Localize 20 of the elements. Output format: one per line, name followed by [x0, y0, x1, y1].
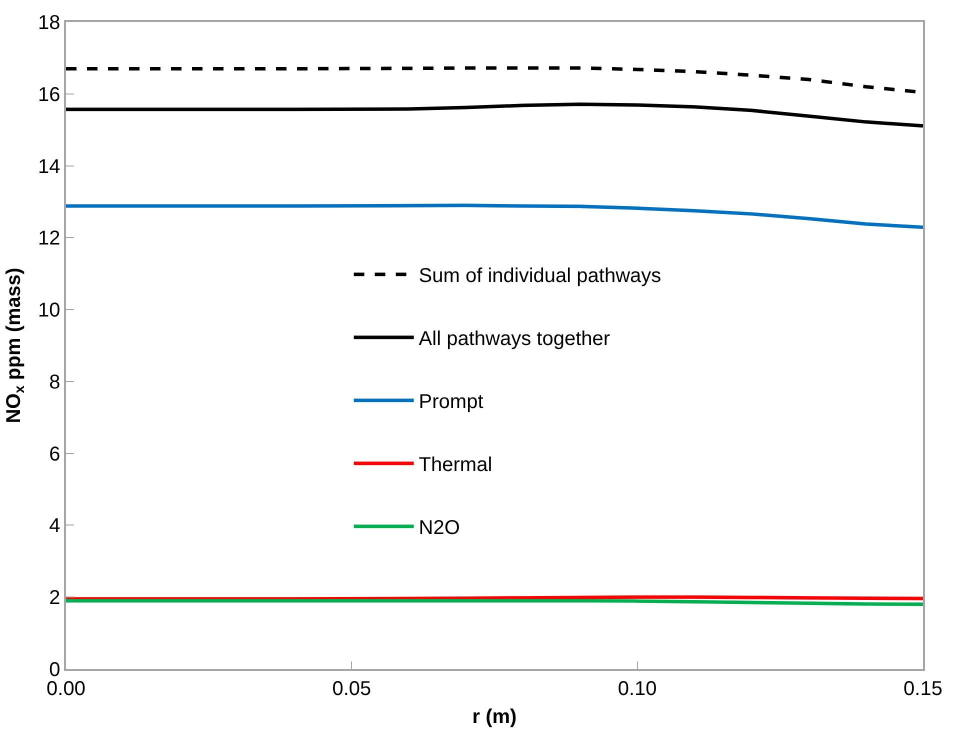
line-series: [66, 102, 923, 128]
x-tick-label: 0.05: [332, 678, 372, 700]
legend-label: N2O: [418, 517, 460, 540]
line-series: [66, 204, 923, 229]
y-tick-label: 8: [49, 371, 60, 394]
x-axis-title: r (m): [472, 706, 517, 728]
y-tick-label: 16: [38, 84, 60, 106]
y-tick-label: 12: [38, 228, 60, 250]
y-tick-label: 2: [49, 587, 60, 610]
y-tick-label: 10: [38, 300, 60, 322]
legend-label: Sum of individual pathways: [418, 265, 662, 288]
y-tick-label: 18: [38, 12, 60, 34]
y-tick-label: 6: [49, 443, 60, 466]
legend-label: Thermal: [418, 454, 492, 476]
x-tick-label: 0.10: [618, 678, 657, 700]
x-tick-label: 0.15: [904, 678, 942, 700]
legend-label: All pathways together: [418, 328, 610, 350]
y-tick-label: 4: [49, 515, 60, 538]
y-tick-label: 14: [38, 156, 60, 178]
legend-label: Prompt: [418, 391, 484, 414]
